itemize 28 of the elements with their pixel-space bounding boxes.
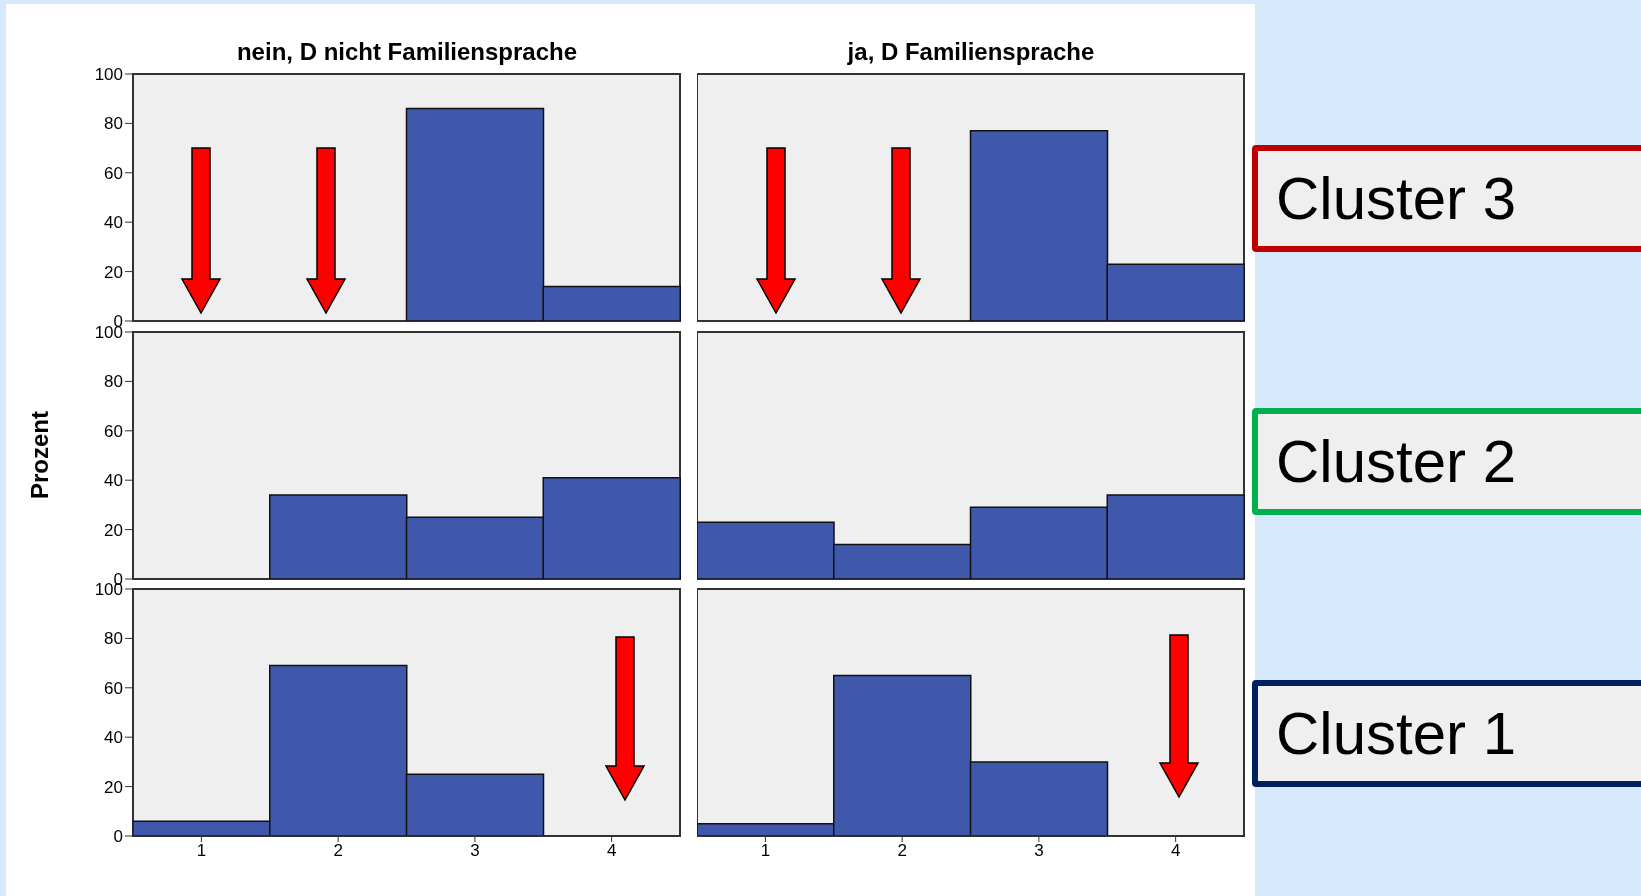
- text: Cluster 1: [1252, 680, 1641, 787]
- y-tick-label: 20: [104, 262, 123, 282]
- text: Cluster 3: [1252, 145, 1641, 252]
- y-tick-label: 40: [104, 471, 123, 491]
- x-tick-label: 1: [760, 841, 771, 861]
- y-axis-title: Prozent: [25, 409, 54, 501]
- x-tick-label: 4: [606, 841, 617, 861]
- x-tick-label: 3: [470, 841, 480, 861]
- y-tick-label: 80: [104, 629, 123, 649]
- y-tick-label: 20: [104, 777, 123, 797]
- y-tick-label: 100: [94, 65, 123, 85]
- x-tick-label: 3: [1034, 841, 1044, 861]
- x-tick-label: 2: [897, 841, 907, 861]
- text: Cluster 2: [1252, 408, 1641, 515]
- y-tick-label: 40: [104, 213, 123, 233]
- y-tick-label: 80: [104, 114, 123, 134]
- y-tick-label: 40: [104, 728, 123, 748]
- y-tick-label: 60: [104, 678, 123, 698]
- y-tick-label: 80: [104, 372, 123, 392]
- x-tick-label: 1: [196, 841, 207, 861]
- y-tick-label: 60: [104, 163, 123, 183]
- chart-title: ja, D Familiensprache: [846, 38, 1096, 66]
- y-tick-label: 20: [104, 520, 123, 540]
- chart-title: nein, D nicht Familiensprache: [235, 38, 579, 66]
- x-tick-label: 4: [1170, 841, 1181, 861]
- y-tick-label: 0: [113, 827, 123, 847]
- x-tick-label: 2: [333, 841, 343, 861]
- y-tick-label: 60: [104, 421, 123, 441]
